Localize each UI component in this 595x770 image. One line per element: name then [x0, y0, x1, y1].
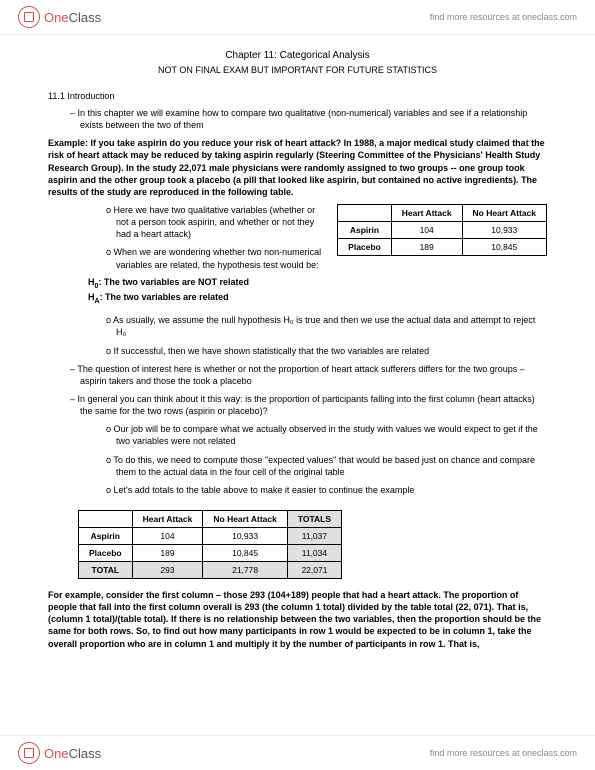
brand-icon: [18, 742, 40, 764]
bullet-our-job: Our job will be to compare what we actua…: [106, 423, 547, 447]
footer-tagline: find more resources at oneclass.com: [430, 748, 577, 758]
brand-text: OneClass: [44, 746, 101, 761]
example-paragraph: Example: If you take aspirin do you redu…: [48, 137, 547, 198]
t2-cell: 11,037: [287, 527, 341, 544]
example-body: If you take aspirin do you reduce your r…: [48, 138, 545, 197]
t2-col-totals: TOTALS: [287, 510, 341, 527]
bullet-expected-values: To do this, we need to compute those "ex…: [106, 454, 547, 478]
page-header: OneClass find more resources at oneclass…: [0, 0, 595, 35]
t1-blank: [338, 204, 392, 221]
t2-cell: 21,778: [203, 561, 287, 578]
null-hypothesis: H0: The two variables are NOT related: [88, 277, 547, 290]
t2-blank: [79, 510, 133, 527]
t2-cell: 22,071: [287, 561, 341, 578]
t2-cell: 10,845: [203, 544, 287, 561]
t1-row-placebo: Placebo: [338, 238, 392, 255]
t2-cell: 189: [132, 544, 203, 561]
chapter-subtitle: NOT ON FINAL EXAM BUT IMPORTANT FOR FUTU…: [48, 65, 547, 75]
intro-bullet: In this chapter we will examine how to c…: [70, 107, 547, 131]
bullet-if-successful: If successful, then we have shown statis…: [106, 345, 547, 357]
t1-cell: 10,845: [462, 238, 546, 255]
t2-cell: 10,933: [203, 527, 287, 544]
brand-logo-footer: OneClass: [18, 742, 101, 764]
t2-row-total: TOTAL: [79, 561, 133, 578]
bullet-assume-null: As usually, we assume the null hypothesi…: [106, 314, 547, 338]
t2-cell: 11,034: [287, 544, 341, 561]
header-tagline: find more resources at oneclass.com: [430, 12, 577, 22]
chapter-title: Chapter 11: Categorical Analysis: [48, 50, 547, 61]
t2-col-noheart: No Heart Attack: [203, 510, 287, 527]
bullet-general-thinking: In general you can think about it this w…: [70, 393, 547, 417]
contingency-table-totals: Heart Attack No Heart Attack TOTALS Aspi…: [78, 510, 342, 579]
t1-cell: 10,933: [462, 221, 546, 238]
t1-col-heart: Heart Attack: [391, 204, 462, 221]
page-footer: OneClass find more resources at oneclass…: [0, 735, 595, 770]
alt-hypothesis: HA: The two variables are related: [88, 292, 547, 305]
bullet-question-interest: The question of interest here is whether…: [70, 363, 547, 387]
brand-text: OneClass: [44, 10, 101, 25]
page-content: Chapter 11: Categorical Analysis NOT ON …: [0, 40, 595, 730]
t2-row-aspirin: Aspirin: [79, 527, 133, 544]
t2-cell: 293: [132, 561, 203, 578]
example-label: Example:: [48, 138, 88, 148]
closing-paragraph: For example, consider the first column –…: [48, 589, 547, 650]
t1-row-aspirin: Aspirin: [338, 221, 392, 238]
t2-col-heart: Heart Attack: [132, 510, 203, 527]
t1-cell: 189: [391, 238, 462, 255]
brand-icon: [18, 6, 40, 28]
t2-row-placebo: Placebo: [79, 544, 133, 561]
section-heading: 11.1 Introduction: [48, 91, 547, 101]
contingency-table-small: Heart Attack No Heart Attack Aspirin 104…: [337, 204, 547, 256]
t2-cell: 104: [132, 527, 203, 544]
t1-cell: 104: [391, 221, 462, 238]
brand-logo: OneClass: [18, 6, 101, 28]
bullet-add-totals: Let's add totals to the table above to m…: [106, 484, 547, 496]
t1-col-noheart: No Heart Attack: [462, 204, 546, 221]
